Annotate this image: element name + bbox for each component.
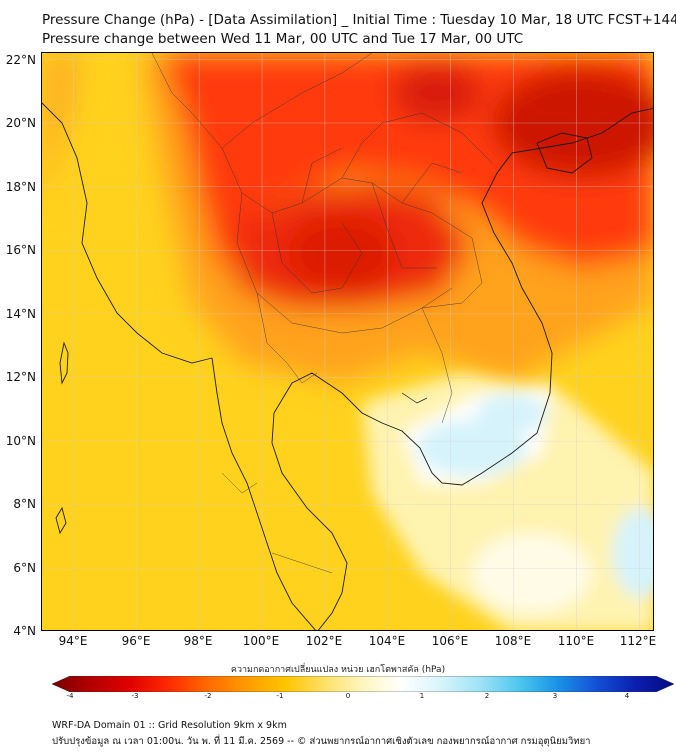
lon-label-104: 104°E: [368, 634, 406, 648]
colorbar-tick-minus2: -2: [204, 692, 212, 700]
graticule: [42, 53, 653, 630]
lon-label-110: 110°E: [557, 634, 595, 648]
colorbar-tick-minus3: -3: [131, 692, 139, 700]
colorbar-title: ความกดอากาศเปลี่ยนแปลง หน่วย เฮกโตพาสคัล…: [230, 665, 446, 675]
admin-borders: [151, 53, 493, 574]
lat-label-6: 6°N: [13, 561, 36, 575]
low-change-zone: [362, 373, 653, 630]
footer-model-info: WRF-DA Domain 01 :: Grid Resolution 9km …: [52, 720, 287, 731]
lon-label-98: 98°E: [183, 634, 213, 648]
colorbar-tick-4: 4: [624, 692, 630, 700]
lat-label-14: 14°N: [5, 307, 36, 321]
pressure-change-map: [41, 52, 654, 631]
lon-label-102: 102°E: [305, 634, 343, 648]
lon-label-94: 94°E: [58, 634, 88, 648]
lat-label-10: 10°N: [5, 434, 36, 448]
lat-label-16: 16°N: [5, 243, 36, 257]
lon-label-112: 112°E: [619, 634, 657, 648]
colorbar-tick-1: 1: [419, 692, 425, 700]
colorbar-tick-minus1: -1: [276, 692, 284, 700]
map-subtitle: Pressure change between Wed 11 Mar, 00 U…: [42, 31, 524, 47]
colorbar-tick-0: 0: [345, 692, 351, 700]
lat-label-8: 8°N: [13, 497, 36, 511]
tonle-sap: [401, 392, 428, 404]
coastlines: [42, 102, 653, 630]
lon-label-106: 106°E: [431, 634, 469, 648]
lon-label-100: 100°E: [242, 634, 280, 648]
colorbar-tick-2: 2: [484, 692, 490, 700]
footer-credit: ปรับปรุงข้อมูล ณ เวลา 01:00น. วัน พ. ที่…: [52, 736, 591, 747]
colorbar-tick-3: 3: [552, 692, 558, 700]
lat-label-4: 4°N: [13, 624, 36, 638]
lat-label-18: 18°N: [5, 180, 36, 194]
lon-label-96: 96°E: [121, 634, 151, 648]
lat-label-22: 22°N: [5, 53, 36, 67]
map-canvas: [42, 53, 653, 630]
lat-label-12: 12°N: [5, 370, 36, 384]
map-title: Pressure Change (hPa) - [Data Assimilati…: [42, 12, 676, 28]
colorbar-tick-minus4: -4: [66, 692, 74, 700]
colorbar: [52, 676, 674, 692]
pressure-field: [42, 53, 653, 383]
lon-label-108: 108°E: [494, 634, 532, 648]
lat-label-20: 20°N: [5, 116, 36, 130]
